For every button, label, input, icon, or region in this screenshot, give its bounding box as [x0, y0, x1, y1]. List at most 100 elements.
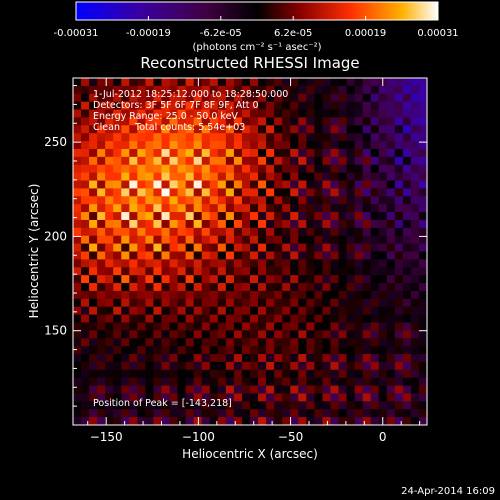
heatmap-cell [185, 409, 195, 418]
heatmap-cell [201, 361, 211, 371]
heatmap-cell [121, 85, 130, 95]
heatmap-cell [81, 141, 90, 150]
heatmap-cell [402, 148, 412, 158]
heatmap-cell [225, 314, 235, 324]
heatmap-cell [161, 188, 171, 197]
heatmap-cell [418, 314, 427, 324]
heatmap-cell [402, 251, 412, 260]
heatmap-cell [241, 156, 251, 166]
heatmap-cell [290, 93, 299, 103]
heatmap-cell [185, 417, 195, 425]
heatmap-cell [266, 148, 275, 158]
heatmap-cell [362, 227, 372, 237]
heatmap-cell [274, 180, 283, 190]
heatmap-cell [290, 101, 299, 111]
heatmap-cell [233, 393, 243, 402]
heatmap-cell [169, 109, 179, 119]
heatmap-cell [298, 298, 307, 308]
heatmap-cell [233, 385, 243, 395]
heatmap-cell [282, 196, 291, 205]
heatmap-cell [193, 401, 203, 410]
heatmap-cell [386, 275, 396, 284]
heatmap-cell [201, 409, 211, 418]
heatmap-cell [161, 251, 171, 260]
heatmap-cell [137, 78, 147, 87]
heatmap-cell [282, 322, 291, 331]
heatmap-cell [105, 101, 114, 111]
heatmap-cell [314, 212, 324, 221]
heatmap-cell [306, 180, 315, 190]
heatmap-cell [346, 109, 356, 119]
heatmap-cell [282, 164, 291, 174]
heatmap-cell [209, 409, 219, 418]
heatmap-cell [81, 125, 90, 134]
heatmap-cell [346, 133, 356, 142]
heatmap-cell [129, 251, 138, 260]
heatmap-cell [410, 251, 420, 260]
heatmap-cell [258, 164, 267, 174]
heatmap-cell [73, 243, 82, 253]
heatmap-cell [129, 401, 138, 410]
heatmap-cell [129, 156, 138, 166]
heatmap-cell [81, 393, 90, 402]
x-tick-label: −100 [182, 430, 215, 444]
heatmap-cell [394, 196, 404, 205]
heatmap-cell [153, 125, 163, 134]
heatmap-cell [137, 125, 147, 134]
heatmap-cell [250, 133, 259, 142]
heatmap-cell [330, 259, 340, 268]
heatmap-cell [378, 156, 388, 166]
heatmap-cell [314, 133, 324, 142]
heatmap-cell [233, 204, 243, 213]
heatmap-cell [201, 101, 211, 111]
heatmap-cell [169, 330, 179, 339]
heatmap-cell [169, 283, 179, 292]
heatmap-cell [201, 109, 211, 119]
heatmap-cell [185, 109, 195, 119]
heatmap-cell [418, 156, 427, 166]
heatmap-cell [386, 117, 396, 126]
heatmap-cell [169, 219, 179, 229]
heatmap-cell [266, 330, 275, 339]
heatmap-cell [225, 298, 235, 308]
heatmap-cell [314, 275, 324, 284]
heatmap-cell [386, 393, 396, 402]
heatmap-cell [354, 78, 364, 87]
heatmap-cell [354, 212, 364, 221]
heatmap-cell [378, 219, 388, 229]
heatmap-cell [306, 369, 315, 379]
heatmap-cell [378, 101, 388, 111]
heatmap-cell [418, 322, 427, 331]
heatmap-cell [386, 101, 396, 111]
heatmap-cell [73, 322, 82, 331]
heatmap-cell [89, 314, 98, 324]
heatmap-cell [394, 275, 404, 284]
heatmap-cell [394, 417, 404, 425]
heatmap-cell [330, 196, 340, 205]
colorbar-tick-label: 6.2e-05 [274, 28, 312, 39]
heatmap-cell [137, 141, 147, 150]
heatmap-cell [89, 385, 98, 395]
heatmap-cell [306, 156, 315, 166]
heatmap-cell [161, 243, 171, 253]
heatmap-cell [322, 322, 332, 331]
heatmap-cell [322, 243, 332, 253]
heatmap-cell [201, 172, 211, 182]
heatmap-cell [209, 164, 219, 174]
heatmap-cell [129, 101, 138, 111]
colorbar-unit-label: (photons cm⁻² s⁻¹ asec⁻²) [192, 42, 321, 53]
heatmap-cell [282, 117, 291, 126]
heatmap-cell [161, 361, 171, 371]
heatmap-cell [209, 196, 219, 205]
heatmap-cell [145, 322, 155, 331]
heatmap-cell [346, 259, 356, 268]
heatmap-cell [129, 385, 138, 395]
heatmap-cell [233, 141, 243, 150]
heatmap-cell [193, 267, 203, 276]
heatmap-cell [201, 290, 211, 300]
heatmap-cell [153, 243, 163, 253]
heatmap-cell [290, 251, 299, 260]
heatmap-cell [201, 148, 211, 158]
heatmap-cell [266, 85, 275, 95]
colorbar-tick-label: -0.00019 [126, 28, 171, 39]
